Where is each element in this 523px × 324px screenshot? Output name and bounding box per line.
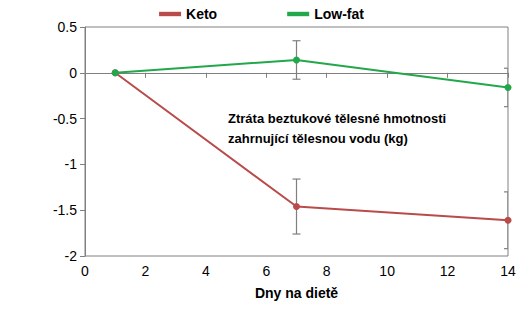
svg-text:Dny na dietě: Dny na dietě [255,285,338,301]
svg-text:6: 6 [262,263,270,279]
svg-text:-1: -1 [65,156,78,172]
svg-text:-1.5: -1.5 [53,202,77,218]
svg-text:10: 10 [379,263,395,279]
svg-text:-2: -2 [65,248,78,264]
svg-text:-0.5: -0.5 [53,111,77,127]
svg-text:4: 4 [202,263,210,279]
svg-text:Keto: Keto [186,6,217,22]
svg-text:Ztráta beztukové tělesné hmotn: Ztráta beztukové tělesné hmotnosti [228,111,446,126]
svg-text:0: 0 [81,263,89,279]
svg-text:14: 14 [500,263,516,279]
svg-text:8: 8 [323,263,331,279]
svg-text:0.5: 0.5 [58,19,78,35]
svg-text:12: 12 [440,263,456,279]
svg-text:Low-fat: Low-fat [314,6,364,22]
svg-text:2: 2 [142,263,150,279]
svg-text:zahrnující tělesnou vodu (kg): zahrnující tělesnou vodu (kg) [228,131,408,146]
svg-text:0: 0 [69,65,77,81]
